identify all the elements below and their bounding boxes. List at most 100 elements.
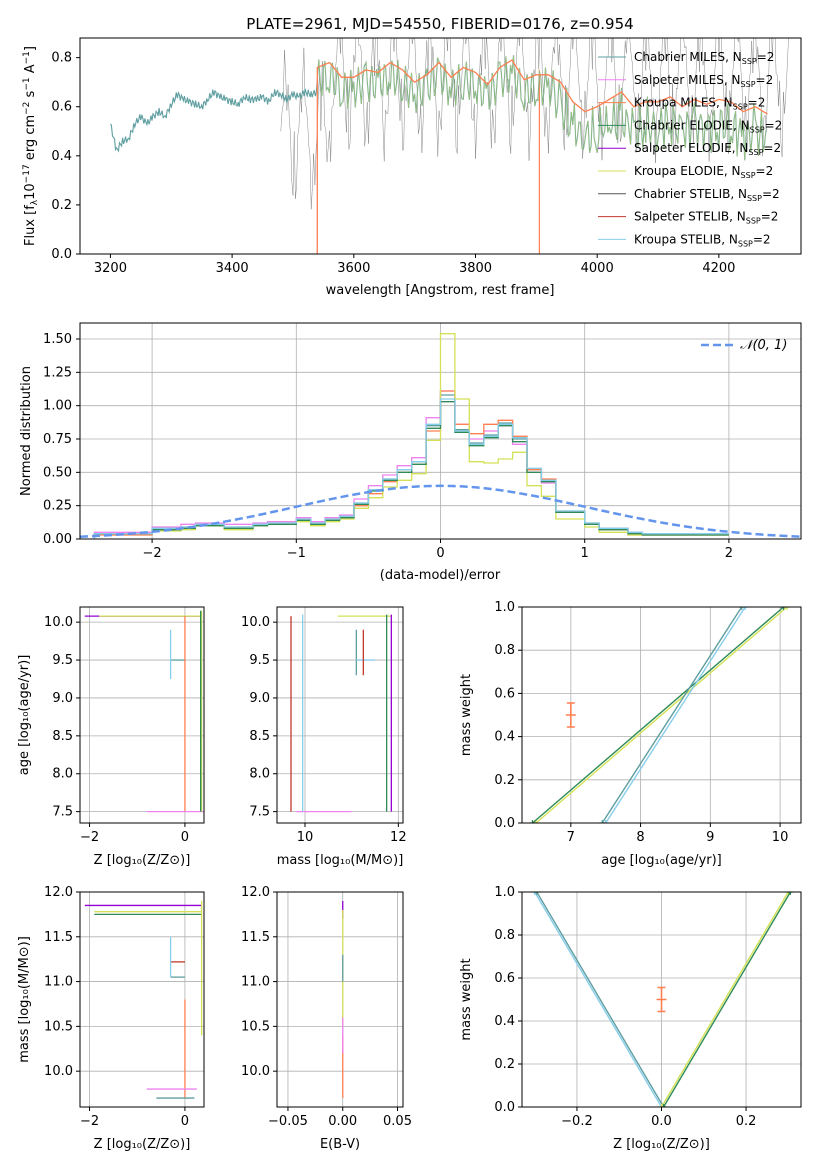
mass-vs-ebv-xlabel: E(B-V) xyxy=(320,1137,360,1152)
mass-weight-vs-age-panel: 0.0 0.2 0.4 0.6 0.8 1.0 7 8 9 10 age [log₁₀(age/yr… xyxy=(459,600,802,868)
mass-weight-vs-Z-xtick-label: 0.0 xyxy=(651,1114,672,1129)
mass-weight-vs-age-endpoint xyxy=(784,607,791,610)
mass-weight-vs-Z-line xyxy=(534,892,663,1107)
mass-weight-vs-age-endpoint xyxy=(780,607,787,610)
mass-vs-Z-ylabel: mass [log₁₀(M/M⊙)] xyxy=(17,936,32,1063)
residual-legend: 𝒩(0, 1) xyxy=(701,338,787,353)
mass-vs-ebv-ytick-label: 11.5 xyxy=(241,930,270,945)
age-vs-mass-ytick-label: 7.5 xyxy=(249,805,270,820)
residual-xtick-label: 0 xyxy=(436,546,444,561)
mass-weight-vs-Z-ytick-label: 0.8 xyxy=(494,928,515,943)
age-vs-mass-ytick-label: 9.0 xyxy=(249,691,270,706)
mass-weight-vs-Z-line xyxy=(660,892,789,1107)
mass-weight-vs-age-frame xyxy=(521,606,802,824)
mass-vs-ebv-panel: 10.0 10.5 11.0 11.5 12.0 −0.05 0.00 0.05 E(B-V) xyxy=(241,885,412,1152)
residual-xtick-label: 2 xyxy=(725,546,733,561)
mass-weight-vs-Z-endpoint xyxy=(533,892,540,895)
residual-histogram xyxy=(93,398,729,539)
legend-label: Chabrier ELODIE, NSSP=2 xyxy=(634,118,782,134)
age-vs-mass-ytick-label: 8.5 xyxy=(249,729,270,744)
mass-weight-vs-age-endpoint xyxy=(599,820,606,823)
legend-label: Chabrier MILES, NSSP=2 xyxy=(634,50,774,66)
age-vs-Z-ylabel: age [log₁₀(age/yr)] xyxy=(17,655,32,776)
legend-label: Kroupa MILES, NSSP=2 xyxy=(634,96,765,112)
residual-ytick-label: 1.25 xyxy=(43,365,72,380)
gaussian-curve xyxy=(80,484,801,538)
mass-weight-vs-Z-ylabel: mass weight xyxy=(459,958,474,1040)
mass-weight-vs-Z-ytick-label: 0.0 xyxy=(494,1100,515,1115)
spectrum-model-line-overlay xyxy=(317,55,767,161)
mass-weight-vs-Z-ytick-label: 0.4 xyxy=(494,1014,515,1029)
residual-ytick-label: 1.50 xyxy=(43,332,72,347)
mass-weight-vs-age-line xyxy=(601,607,743,823)
mass-vs-ebv-ytick-label: 10.0 xyxy=(241,1064,270,1079)
spectrum-ytick-label: 0.2 xyxy=(51,198,72,213)
legend-label: Kroupa STELIB, NSSP=2 xyxy=(634,232,771,248)
mass-vs-ebv-ytick-label: 10.5 xyxy=(241,1019,270,1034)
residual-ytick-label: 0.75 xyxy=(43,432,72,447)
mass-vs-Z-frame xyxy=(79,891,205,1108)
age-vs-Z-xtick-label: −2 xyxy=(80,830,99,845)
spectrum-ytick-label: 0.8 xyxy=(51,51,72,66)
mass-vs-Z-ytick-label: 11.0 xyxy=(44,975,73,990)
mass-weight-vs-Z-xtick-label: 0.2 xyxy=(736,1114,757,1129)
mass-weight-vs-Z-frame xyxy=(521,891,802,1108)
mass-vs-Z-ytick-label: 10.5 xyxy=(44,1019,73,1034)
mass-weight-vs-Z-xtick-label: −0.2 xyxy=(561,1114,593,1129)
spectrum-noise-lines xyxy=(280,38,789,254)
legend-label: Chabrier STELIB, NSSP=2 xyxy=(634,187,780,203)
mass-weight-vs-age-xtick-label: 10 xyxy=(772,830,789,845)
mass-vs-ebv-xtick-label: 0.00 xyxy=(328,1114,357,1129)
age-vs-mass-ytick-label: 9.5 xyxy=(249,653,270,668)
mass-weight-vs-Z-endpoint xyxy=(787,892,794,895)
residual-xlabel: (data-model)/error xyxy=(380,568,501,583)
mass-weight-vs-Z-endpoint xyxy=(531,892,538,895)
mass-weight-vs-age-xtick-label: 9 xyxy=(706,830,714,845)
spectrum-xlabel: wavelength [Angstrom, rest frame] xyxy=(326,283,555,298)
residual-xtick-label: −1 xyxy=(287,546,306,561)
mass-weight-vs-Z-endpoint xyxy=(785,892,792,895)
mass-weight-vs-age-xtick-label: 7 xyxy=(567,830,575,845)
mass-vs-Z-xtick-label: 0 xyxy=(181,1114,189,1129)
mass-weight-vs-Z-line xyxy=(536,892,665,1107)
mass-weight-vs-age-xtick-label: 8 xyxy=(636,830,644,845)
age-vs-mass-ytick-label: 10.0 xyxy=(241,615,270,630)
residual-histogram xyxy=(93,401,729,539)
mass-weight-vs-age-ytick-label: 1.0 xyxy=(494,600,515,615)
mass-vs-Z-panel: 10.0 10.5 11.0 11.5 12.0 −2 0 Z [log₁₀(Z/Z⊙)] ma… xyxy=(17,885,205,1152)
age-vs-Z-xlabel: Z [log₁₀(Z/Z⊙)] xyxy=(94,853,191,868)
spectrum-xtick-label: 3200 xyxy=(94,261,127,276)
legend-label: Salpeter STELIB, NSSP=2 xyxy=(634,210,778,226)
age-vs-Z-xtick-label: 0 xyxy=(181,830,189,845)
mass-weight-vs-age-line xyxy=(605,607,746,823)
mass-weight-vs-age-point xyxy=(565,702,576,728)
mass-weight-vs-Z-endpoint xyxy=(660,1104,667,1107)
spectrum-ylabel: Flux [fλ10−17 erg cm−2 s−1 A−1] xyxy=(22,46,40,246)
mass-weight-vs-age-ytick-label: 0.8 xyxy=(494,643,515,658)
residual-xtick-label: 1 xyxy=(581,546,589,561)
residual-ytick-label: 0.00 xyxy=(43,532,72,547)
mass-weight-vs-Z-ytick-label: 0.6 xyxy=(494,971,515,986)
mass-vs-Z-xlabel: Z [log₁₀(Z/Z⊙)] xyxy=(94,1137,191,1152)
mass-weight-vs-age-ytick-label: 0.2 xyxy=(494,773,515,788)
residual-panel: −2 −1 0 1 2 0.00 0.25 0.50 0.75 1.00 1.25 1.50 (dat… xyxy=(19,322,802,583)
age-vs-Z-ytick-label: 7.5 xyxy=(52,805,73,820)
figure-title: PLATE=2961, MJD=54550, FIBERID=0176, z=0… xyxy=(246,15,633,33)
legend-label: Salpeter ELODIE, NSSP=2 xyxy=(634,141,781,157)
mass-weight-vs-Z-point xyxy=(656,986,667,1013)
mass-vs-Z-xtick-label: −2 xyxy=(80,1114,99,1129)
legend-label: Kroupa ELODIE, NSSP=2 xyxy=(634,164,773,180)
residual-histograms xyxy=(93,333,729,539)
mass-weight-vs-age-ytick-label: 0.4 xyxy=(494,730,515,745)
mass-weight-vs-age-endpoint xyxy=(529,820,536,823)
mass-weight-vs-Z-xlabel: Z [log₁₀(Z/Z⊙)] xyxy=(613,1137,710,1152)
legend-label: Salpeter MILES, NSSP=2 xyxy=(634,73,773,89)
age-vs-Z-ytick-label: 9.5 xyxy=(52,653,73,668)
mass-vs-ebv-frame xyxy=(276,891,404,1108)
age-vs-Z-ytick-label: 10.0 xyxy=(44,615,73,630)
mass-vs-ebv-ytick-label: 11.0 xyxy=(241,975,270,990)
mass-weight-vs-age-endpoint xyxy=(532,820,539,823)
mass-weight-vs-age-endpoint xyxy=(738,607,745,610)
age-vs-mass-xtick-label: 12 xyxy=(390,830,407,845)
mass-vs-Z-ytick-label: 10.0 xyxy=(44,1064,73,1079)
